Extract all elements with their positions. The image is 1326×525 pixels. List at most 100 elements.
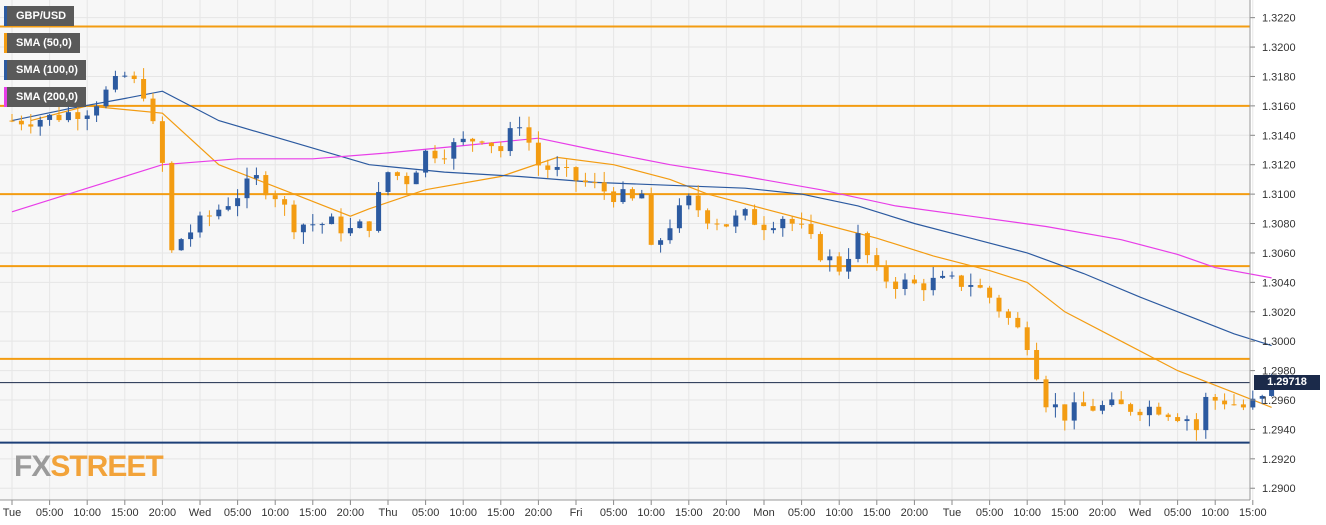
x-tick-label: 15:00 [863, 507, 891, 519]
sma50-label: SMA (50,0) [16, 37, 72, 49]
x-tick-label: 05:00 [976, 507, 1004, 519]
candle-body [977, 285, 983, 288]
candle-body [864, 233, 870, 256]
y-tick-label: 1.3120 [1262, 160, 1296, 172]
candle-body [545, 165, 551, 170]
candle-body [761, 224, 767, 231]
candle-body [883, 266, 889, 282]
candle-body [526, 127, 532, 143]
candle-body [1203, 396, 1209, 431]
candle-body [244, 178, 250, 199]
sma-line [30, 105, 1272, 408]
candle-body [282, 199, 288, 205]
candle-body [564, 166, 570, 168]
candle-body [686, 195, 692, 206]
x-tick-label: 15:00 [111, 507, 139, 519]
candle-body [799, 223, 805, 225]
sma100-swatch [4, 60, 7, 80]
x-tick-label: Wed [189, 507, 211, 519]
x-tick-label: 05:00 [412, 507, 440, 519]
legend-symbol: GBP/USD [4, 6, 75, 26]
candle-body [742, 209, 748, 216]
y-tick-label: 1.2960 [1262, 395, 1296, 407]
candle-body [1109, 399, 1115, 406]
candle-body [206, 215, 212, 217]
candle-body [695, 195, 701, 211]
x-tick-label: 20:00 [525, 507, 553, 519]
y-tick-label: 1.3000 [1262, 336, 1296, 348]
candle-body [987, 287, 993, 298]
x-tick-label: 15:00 [487, 507, 515, 519]
x-tick-label: 05:00 [224, 507, 252, 519]
candle-body [338, 216, 344, 234]
x-tick-label: Thu [379, 507, 398, 519]
candle-body [1034, 349, 1040, 380]
candle-body [1052, 404, 1058, 408]
y-tick-label: 1.2980 [1262, 366, 1296, 378]
candle-body [817, 234, 823, 261]
candle-body [535, 142, 541, 166]
candle-body [611, 191, 617, 203]
candle-body [921, 283, 927, 291]
x-tick-label: 05:00 [36, 507, 64, 519]
candle-body [159, 121, 165, 163]
y-tick-label: 1.3060 [1262, 248, 1296, 260]
candle-body [676, 205, 682, 229]
candle-body [592, 182, 598, 184]
x-tick-label: 15:00 [675, 507, 703, 519]
candle-body [141, 79, 147, 99]
x-tick-label: 15:00 [1239, 507, 1267, 519]
candle-body [1250, 398, 1256, 408]
candle-body [150, 98, 156, 122]
logo-fx: FX [14, 450, 51, 483]
candle-body [507, 128, 513, 152]
x-tick-label: 05:00 [600, 507, 628, 519]
candle-body [310, 224, 316, 226]
candle-body [376, 191, 382, 231]
candle-body [9, 120, 15, 122]
candle-body [733, 215, 739, 227]
candle-body [37, 119, 43, 127]
x-tick-label: Tue [3, 507, 22, 519]
candle-body [573, 167, 579, 181]
candle-body [1156, 406, 1162, 415]
candle-body [1193, 419, 1199, 431]
candle-body [498, 146, 504, 152]
y-tick-label: 1.3100 [1262, 189, 1296, 201]
x-tick-label: 10:00 [73, 507, 101, 519]
candle-body [413, 172, 419, 185]
x-tick-label: 10:00 [637, 507, 665, 519]
candle-body [1231, 404, 1237, 406]
candle-body [291, 204, 297, 233]
candle-body [216, 209, 222, 217]
logo-street: STREET [50, 450, 163, 483]
candle-body [1043, 379, 1049, 408]
x-tick-label: Mon [753, 507, 774, 519]
candle-body [1090, 406, 1096, 411]
candle-body [780, 218, 786, 229]
candle-body [432, 150, 438, 159]
candle-body [1015, 317, 1021, 328]
legend-sma200: SMA (200,0) [4, 87, 86, 107]
sma50-swatch [4, 33, 7, 53]
candle-body [263, 175, 269, 196]
candle-body [639, 193, 645, 199]
x-tick-label: 15:00 [1051, 507, 1079, 519]
x-tick-label: 20:00 [901, 507, 929, 519]
y-tick-label: 1.3200 [1262, 42, 1296, 54]
candle-body [488, 142, 494, 147]
symbol-swatch [4, 6, 7, 26]
y-tick-label: 1.3080 [1262, 219, 1296, 231]
sma100-label: SMA (100,0) [16, 64, 78, 76]
candle-body [968, 285, 974, 287]
candle-body [112, 75, 118, 90]
candle-body [714, 223, 720, 225]
candle-body [1212, 396, 1218, 401]
symbol-label: GBP/USD [16, 10, 67, 22]
candle-body [1099, 405, 1105, 411]
candle-body [169, 162, 175, 251]
candle-body [517, 127, 523, 129]
candle-body [893, 281, 899, 289]
sma-line [11, 137, 1272, 279]
